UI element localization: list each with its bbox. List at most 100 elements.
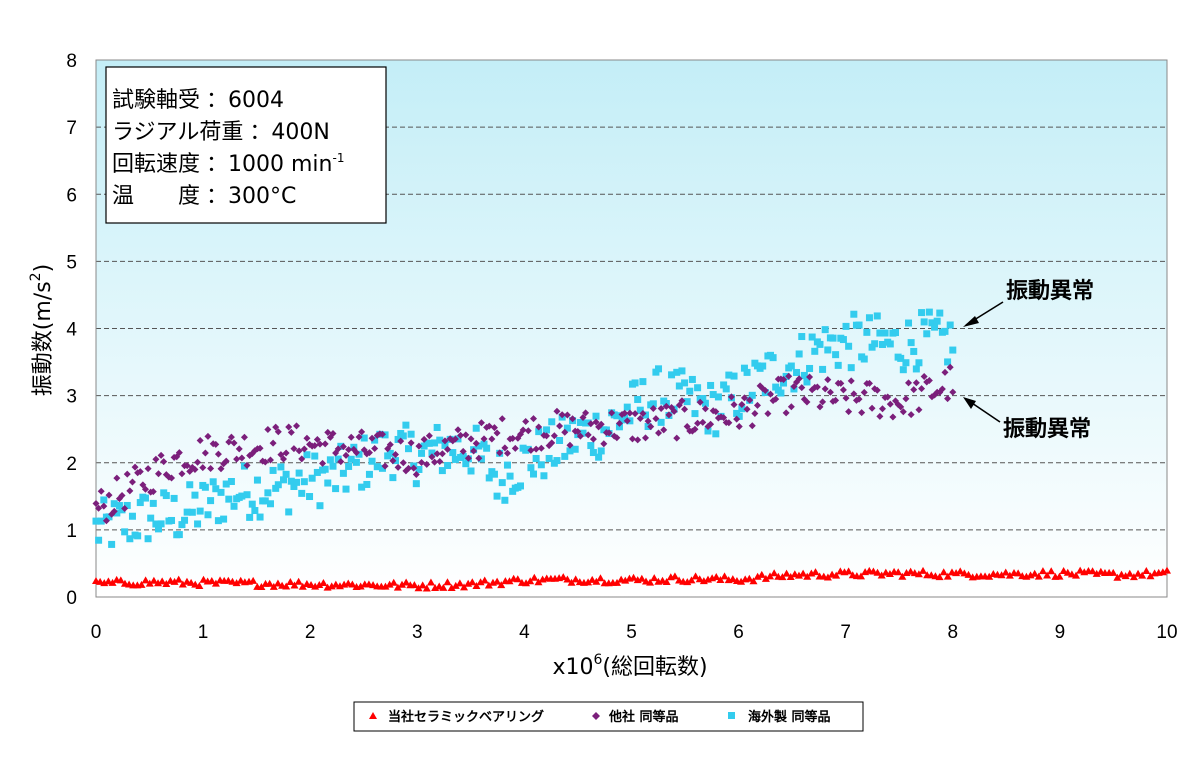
data-point-ceramic <box>592 577 601 585</box>
data-point-ceramic <box>265 579 274 587</box>
data-point-overseas <box>290 483 298 491</box>
data-point-other <box>730 401 738 409</box>
data-point-ceramic <box>426 578 435 586</box>
data-point-other <box>269 439 277 447</box>
data-point-overseas <box>503 461 511 469</box>
data-point-other <box>556 422 564 430</box>
data-point-overseas <box>527 464 535 472</box>
data-point-other <box>316 440 324 448</box>
svg-text:温 度：300°C: 温 度：300°C <box>112 184 296 209</box>
data-point-overseas <box>928 319 936 327</box>
data-point-ceramic <box>637 574 646 582</box>
data-point-other <box>321 440 329 448</box>
x-tick-label: 10 <box>1156 622 1177 643</box>
data-point-overseas <box>475 442 483 450</box>
y-axis-title: 振動数(m/s2) <box>28 264 56 396</box>
data-point-overseas <box>407 430 415 438</box>
data-point-ceramic <box>770 569 779 577</box>
data-point-ceramic <box>670 572 679 580</box>
data-point-other <box>665 411 673 419</box>
data-point-other <box>459 447 467 455</box>
data-point-overseas <box>324 479 332 487</box>
data-point-overseas <box>168 516 176 524</box>
data-point-overseas <box>368 457 376 465</box>
data-point-overseas <box>811 347 819 355</box>
data-point-ceramic <box>811 568 820 576</box>
data-point-overseas <box>186 481 194 489</box>
data-point-other <box>498 415 506 423</box>
info-box: 試験軸受 ：6004 ラジアル荷重 ：400N 回転速度 ：1000 min-1 温 … <box>105 66 387 224</box>
legend-label-ceramic: 当社セラミックベアリング <box>388 709 544 725</box>
data-point-overseas <box>352 458 360 466</box>
data-point-overseas <box>681 379 689 387</box>
data-point-overseas <box>634 395 642 403</box>
data-point-overseas <box>613 412 621 420</box>
data-point-overseas <box>441 441 449 449</box>
data-point-overseas <box>118 506 126 514</box>
data-point-other <box>912 379 920 387</box>
data-point-ceramic <box>389 578 398 586</box>
legend-frame <box>353 701 864 732</box>
data-point-ceramic <box>468 578 477 586</box>
data-point-overseas <box>876 329 884 337</box>
data-point-overseas <box>863 328 871 336</box>
data-point-other <box>160 458 168 466</box>
data-point-other <box>149 488 157 496</box>
data-point-other <box>592 418 600 426</box>
data-point-ceramic <box>1134 569 1143 577</box>
data-point-ceramic <box>451 581 460 589</box>
data-point-overseas <box>295 469 303 477</box>
data-point-overseas <box>923 330 931 338</box>
data-point-ceramic <box>877 571 886 579</box>
data-point-overseas <box>639 378 647 386</box>
data-point-other <box>615 419 623 427</box>
data-point-overseas <box>694 384 702 392</box>
data-point-other <box>670 407 678 415</box>
data-point-ceramic <box>956 567 965 575</box>
data-point-other <box>264 426 272 434</box>
data-point-overseas <box>436 436 444 444</box>
data-point-ceramic <box>832 571 841 579</box>
y-tick-label: 7 <box>66 118 77 139</box>
legend: 当社セラミックベアリング 他社 同等品 海外製 同等品 <box>353 701 864 732</box>
x-tick-label: 0 <box>91 622 102 643</box>
x-tick-labels: 0 1 2 3 4 5 6 7 8 9 10 <box>91 622 1178 643</box>
data-point-other <box>131 463 139 471</box>
data-point-ceramic <box>691 572 700 580</box>
data-point-overseas <box>134 532 142 540</box>
data-point-overseas <box>842 322 850 330</box>
x-tick-label: 9 <box>1055 622 1066 643</box>
data-point-overseas <box>688 375 696 383</box>
info-line4-value: ：300°C <box>206 184 296 209</box>
data-point-ceramic <box>745 574 754 582</box>
data-point-ceramic <box>460 583 469 591</box>
data-point-overseas <box>563 424 571 432</box>
data-point-other <box>423 460 431 468</box>
data-point-other <box>563 411 571 419</box>
data-point-other <box>123 470 131 478</box>
info-line3-label: 回転速度 <box>112 152 200 177</box>
data-point-ceramic <box>778 573 787 581</box>
data-point-overseas <box>280 476 288 484</box>
data-point-other <box>438 450 446 458</box>
data-point-overseas <box>920 318 928 326</box>
data-point-overseas <box>655 365 663 373</box>
data-point-overseas <box>100 496 108 504</box>
data-point-other <box>558 411 566 419</box>
data-point-other <box>277 451 285 459</box>
data-point-overseas <box>777 389 785 397</box>
data-point-other <box>141 485 149 493</box>
data-point-overseas <box>941 327 949 335</box>
data-point-overseas <box>623 403 631 411</box>
data-point-other <box>837 379 845 387</box>
data-point-overseas <box>209 478 217 486</box>
data-point-other <box>238 454 246 462</box>
data-point-ceramic <box>1125 569 1134 577</box>
data-point-ceramic <box>687 576 696 584</box>
data-point-other <box>464 454 472 462</box>
data-point-overseas <box>839 336 847 344</box>
data-point-other <box>365 449 373 457</box>
data-point-overseas <box>214 517 222 525</box>
data-point-ceramic <box>1055 572 1064 580</box>
data-point-ceramic <box>1072 571 1081 579</box>
